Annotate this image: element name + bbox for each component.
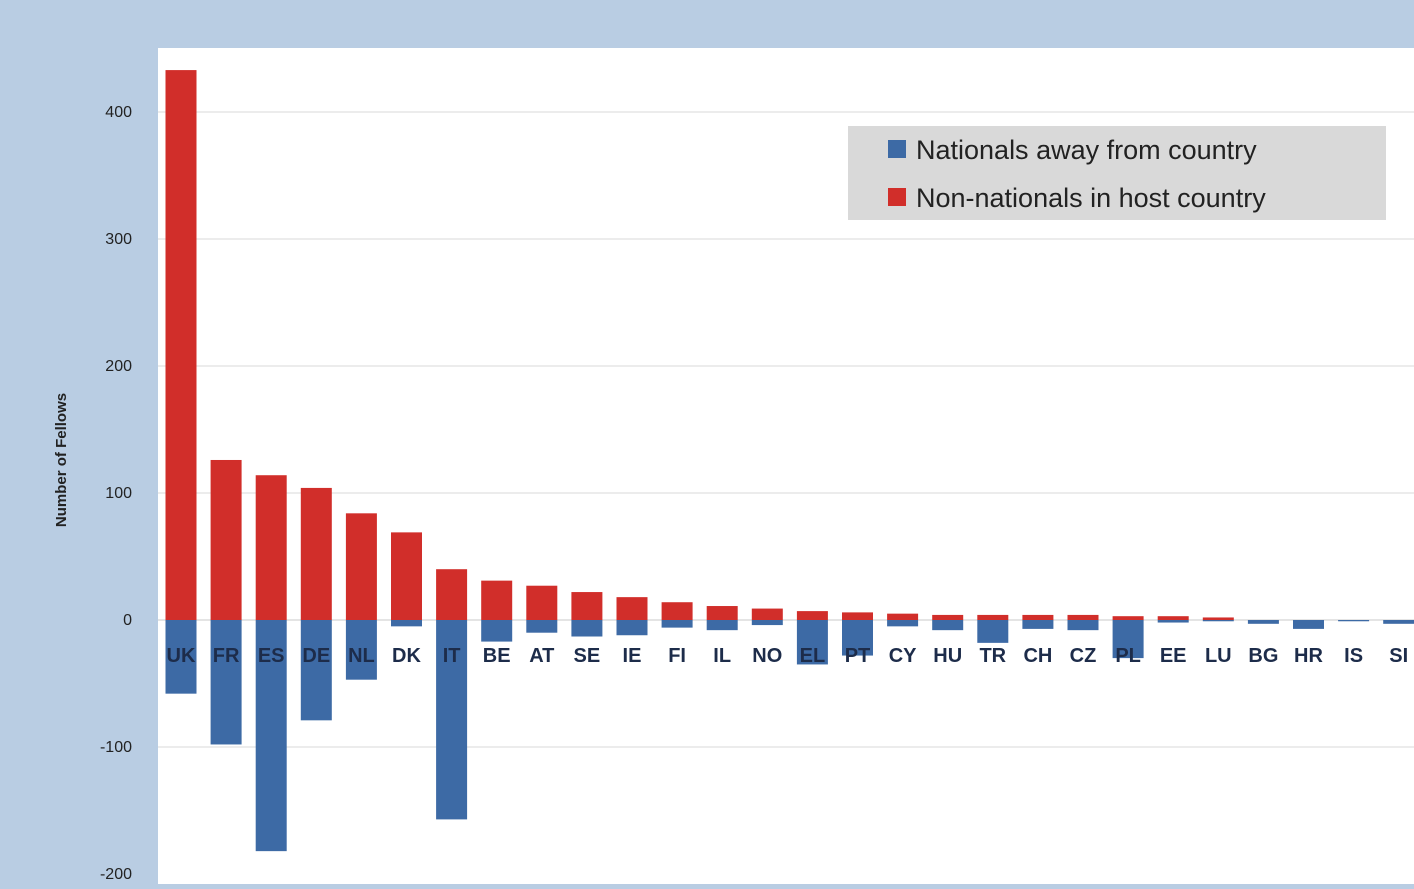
legend: Nationals away from country Non-national… [848,126,1386,220]
x-tick-label: LU [1205,645,1232,667]
bar-fi-non-nationals [662,602,693,620]
x-tick-label: NO [752,645,782,667]
x-tick-label: CY [889,645,917,667]
x-tick-label: AT [529,645,554,667]
bar-dk-nationals-away [391,620,422,626]
x-tick-label: PT [845,645,871,667]
y-tick-label: 100 [105,485,132,502]
legend-label-non-nationals: Non-nationals in host country [916,183,1266,213]
bar-hu-nationals-away [932,620,963,630]
bar-de-nationals-away [301,620,332,720]
legend-swatch-nationals-away [888,140,906,158]
legend-label-nationals-away: Nationals away from country [916,135,1257,165]
bar-el-non-nationals [797,611,828,620]
bar-lu-nationals-away [1203,620,1234,621]
bar-il-nationals-away [707,620,738,630]
bar-ch-nationals-away [1022,620,1053,629]
y-tick-label: 0 [123,612,132,629]
bar-uk-non-nationals [166,70,197,620]
bar-cy-nationals-away [887,620,918,626]
bar-fr-nationals-away [211,620,242,744]
y-axis-label: Number of Fellows [53,393,70,527]
x-tick-label: CZ [1070,645,1097,667]
x-tick-label: ES [258,645,285,667]
bar-be-non-nationals [481,581,512,620]
x-tick-label: SI [1389,645,1408,667]
bar-it-non-nationals [436,569,467,620]
bar-ch-non-nationals [1022,615,1053,620]
x-tick-label: TR [979,645,1006,667]
bar-at-nationals-away [526,620,557,633]
bar-es-non-nationals [256,475,287,620]
x-tick-label: UK [167,645,196,667]
x-tick-label: DE [302,645,330,667]
bar-hr-nationals-away [1293,620,1324,629]
x-tick-label: IS [1344,645,1363,667]
x-tick-label: IE [623,645,642,667]
bar-tr-non-nationals [977,615,1008,620]
x-tick-label: FR [213,645,240,667]
x-tick-label: CH [1023,645,1052,667]
bar-lu-non-nationals [1203,617,1234,620]
legend-swatch-non-nationals [888,188,906,206]
bar-at-non-nationals [526,586,557,620]
y-tick-label: -100 [100,739,132,756]
bar-hu-non-nationals [932,615,963,620]
bar-no-non-nationals [752,609,783,620]
bar-is-nationals-away [1338,620,1369,621]
y-tick-label: 200 [105,358,132,375]
bar-pt-non-nationals [842,612,873,620]
bar-ee-nationals-away [1158,620,1189,623]
y-tick-label: -200 [100,866,132,883]
y-tick-label: 400 [105,104,132,121]
x-tick-label: DK [392,645,421,667]
bar-cz-non-nationals [1068,615,1099,620]
x-tick-label: HR [1294,645,1323,667]
bar-no-nationals-away [752,620,783,625]
bar-fr-non-nationals [211,460,242,620]
bar-cy-non-nationals [887,614,918,620]
x-tick-label: BG [1248,645,1278,667]
y-tick-labels: -200 -100 0 100 200 300 400 [100,104,132,883]
bar-de-non-nationals [301,488,332,620]
bar-pl-non-nationals [1113,616,1144,620]
x-tick-label: PL [1115,645,1141,667]
bar-ee-non-nationals [1158,616,1189,620]
x-tick-label: NL [348,645,375,667]
bar-nl-non-nationals [346,513,377,620]
bar-tr-nationals-away [977,620,1008,643]
bar-se-nationals-away [571,620,602,637]
x-tick-label: BE [483,645,511,667]
bar-ie-non-nationals [617,597,648,620]
bar-be-nationals-away [481,620,512,642]
x-tick-label: IT [443,645,461,667]
bar-ie-nationals-away [617,620,648,635]
bar-il-non-nationals [707,606,738,620]
x-tick-label: EE [1160,645,1187,667]
bar-cz-nationals-away [1068,620,1099,630]
x-tick-label: IL [713,645,731,667]
bar-fi-nationals-away [662,620,693,628]
bar-se-non-nationals [571,592,602,620]
x-tick-label: SE [574,645,601,667]
x-tick-label: EL [800,645,826,667]
x-tick-label: FI [668,645,686,667]
x-tick-label: HU [933,645,962,667]
y-tick-label: 300 [105,231,132,248]
bar-si-nationals-away [1383,620,1414,624]
bar-bg-nationals-away [1248,620,1279,624]
bar-dk-non-nationals [391,532,422,620]
